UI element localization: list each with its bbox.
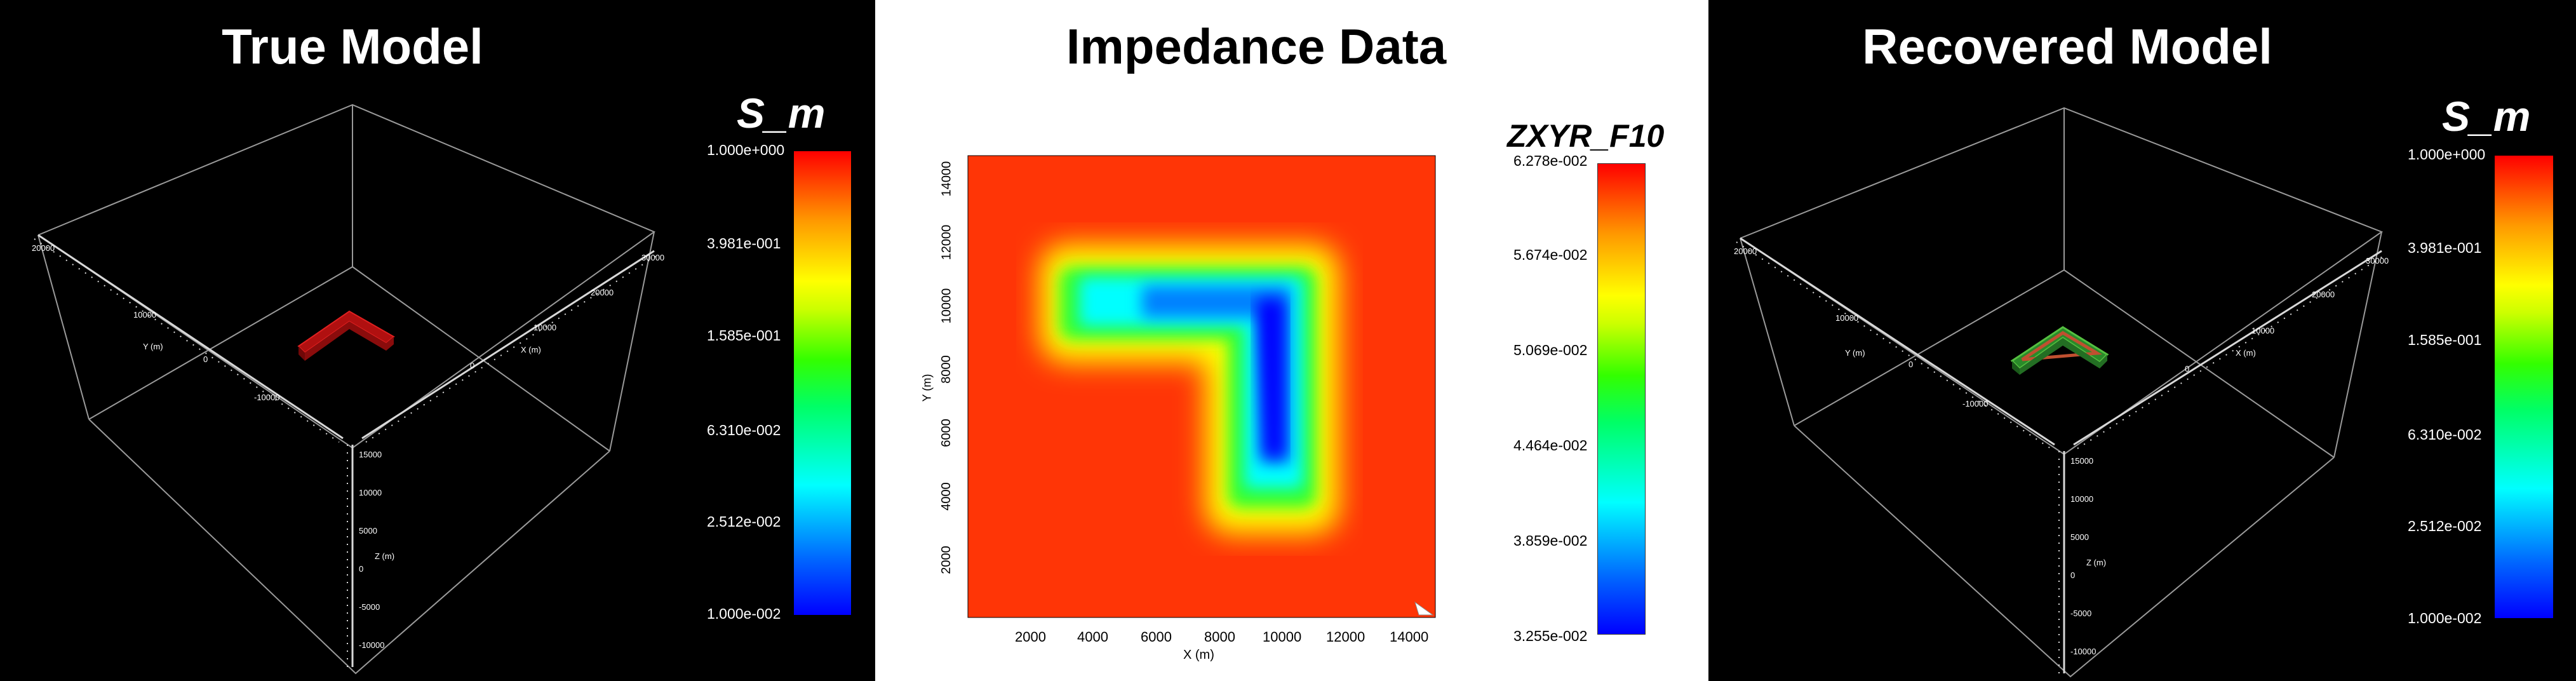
colorbar-tick: 3.981e-001 (2408, 239, 2482, 256)
colorbar-tick: 6.278e-002 (1513, 152, 1588, 169)
y-axis-label: Y (m) (1845, 348, 1865, 358)
y-tick: 10000 (939, 288, 954, 324)
z-axis (347, 445, 354, 667)
recovered-colorbar-title: S_m (2442, 93, 2531, 140)
y-tick: 0 (1909, 360, 1913, 369)
impedance-heatmap (968, 156, 1435, 617)
true-colorbar-title: S_m (737, 90, 826, 137)
true-model-3d-view[interactable]: 20000 10000 0 -10000 Y (m) 0 10000 20000… (0, 0, 875, 681)
recovered-colorbar (2495, 156, 2553, 618)
colorbar-tick: 5.674e-002 (1513, 246, 1588, 263)
x-axis (361, 250, 659, 443)
impedance-title: Impedance Data (1066, 18, 1447, 74)
recovered-model-title: Recovered Model (1862, 18, 2272, 74)
x-tick: 10000 (1263, 629, 1302, 645)
z-axis (2058, 451, 2065, 673)
x-axis-label: X (m) (521, 345, 541, 354)
x-tick: 8000 (1204, 629, 1235, 645)
impedance-colorbar-title: ZXYR_F10 (1507, 118, 1665, 154)
y-tick: 20000 (32, 243, 55, 253)
colorbar-tick: 1.000e-002 (707, 605, 781, 622)
x-tick: 30000 (2366, 256, 2389, 266)
colorbar-tick: 2.512e-002 (707, 513, 781, 530)
z-tick: 0 (2070, 570, 2075, 580)
y-tick: 12000 (939, 224, 954, 260)
y-tick: 4000 (939, 482, 953, 511)
y-tick: 8000 (939, 355, 953, 384)
colorbar-tick: 3.255e-002 (1513, 628, 1588, 644)
z-tick: 5000 (359, 526, 377, 536)
x-tick: 12000 (1326, 629, 1365, 645)
z-tick: 5000 (2070, 532, 2089, 542)
colorbar-tick: 4.464e-002 (1513, 437, 1588, 454)
y-tick: 6000 (939, 419, 953, 447)
recovered-model-3d-view[interactable]: 20000 10000 0 -10000 Y (m) 0 10000 20000… (1708, 0, 2576, 681)
y-tick: 14000 (939, 161, 954, 197)
bounding-box (1740, 107, 2384, 678)
z-tick: -10000 (2070, 647, 2096, 656)
z-tick: 10000 (2070, 494, 2093, 504)
true-colorbar (794, 151, 851, 615)
x-axis-label: X (m) (1183, 648, 1214, 662)
y-tick: 2000 (939, 546, 953, 574)
x-tick: 4000 (1077, 629, 1108, 645)
colorbar-tick: 1.000e+000 (2408, 146, 2486, 163)
impedance-map[interactable] (875, 0, 1708, 681)
recovered-anomaly-block (2010, 326, 2109, 375)
colorbar-tick: 1.585e-001 (2408, 332, 2482, 348)
y-axis-label: Y (m) (920, 374, 934, 402)
x-tick: 14000 (1390, 629, 1429, 645)
z-axis-label: Z (m) (375, 551, 394, 561)
recovered-model-panel: Recovered Model 20000 10000 0 -10000 Y (… (1708, 0, 2576, 681)
true-model-title: True Model (222, 18, 483, 74)
y-tick: 10000 (133, 310, 156, 320)
colorbar-tick: 1.000e-002 (2408, 610, 2482, 626)
z-axis-label: Z (m) (2086, 558, 2106, 567)
true-model-panel: True Model 20000 10000 0 -10000 (0, 0, 875, 681)
y-tick: -10000 (1962, 399, 1988, 408)
bounding-box (37, 104, 656, 675)
colorbar-tick: 1.585e-001 (707, 327, 781, 344)
colorbar-tick: 2.512e-002 (2408, 518, 2482, 534)
z-tick: 0 (359, 564, 363, 574)
impedance-panel: Impedance Data 2000 4000 6000 8000 10000… (875, 0, 1708, 681)
y-axis (1736, 237, 2055, 449)
x-tick: 2000 (1015, 629, 1046, 645)
colorbar-tick: 6.310e-002 (707, 422, 781, 438)
x-tick: 20000 (2312, 290, 2335, 299)
impedance-colorbar (1597, 163, 1646, 635)
x-tick: 6000 (1141, 629, 1172, 645)
z-tick: 15000 (2070, 456, 2093, 466)
y-tick: -10000 (254, 393, 279, 402)
x-tick: 30000 (641, 253, 664, 262)
true-anomaly-block (297, 310, 395, 361)
x-axis (2073, 250, 2386, 449)
z-tick: 10000 (359, 488, 382, 497)
x-axis-label: X (m) (2236, 348, 2256, 358)
x-tick: 10000 (2251, 326, 2274, 335)
colorbar-tick: 3.859e-002 (1513, 532, 1588, 549)
z-tick: -5000 (359, 602, 380, 612)
z-tick: -5000 (2070, 609, 2091, 618)
corner-marker-icon (1414, 601, 1434, 616)
colorbar-tick: 3.981e-001 (707, 235, 781, 252)
colorbar-tick: 1.000e+000 (707, 142, 785, 158)
x-tick: 0 (2185, 364, 2189, 374)
z-tick: 15000 (359, 450, 382, 459)
y-axis (34, 234, 344, 443)
y-tick: 10000 (1835, 313, 1858, 323)
x-tick: 20000 (591, 288, 614, 297)
y-tick: 0 (203, 354, 208, 364)
y-tick: 20000 (1734, 246, 1757, 256)
x-tick: 0 (470, 361, 474, 370)
colorbar-tick: 5.069e-002 (1513, 342, 1588, 358)
z-tick: -10000 (359, 640, 384, 650)
x-tick: 10000 (533, 323, 556, 332)
colorbar-tick: 6.310e-002 (2408, 426, 2482, 443)
y-axis-label: Y (m) (143, 342, 163, 351)
